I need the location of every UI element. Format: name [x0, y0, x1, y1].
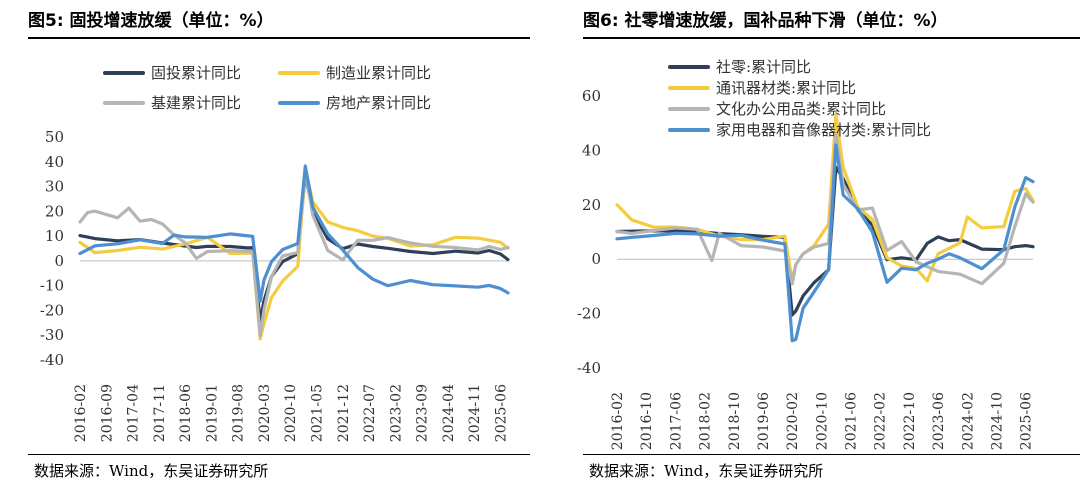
x-tick-label: 2016-09 [99, 384, 115, 442]
legend-label: 家用电器和音像器材类:累计同比 [716, 121, 931, 139]
x-tick-label: 2021-12 [336, 384, 352, 442]
y-tick-label: -30 [40, 326, 64, 344]
footer-divider [583, 454, 1080, 455]
y-tick-label: -40 [577, 359, 601, 377]
x-tick-label: 2024-04 [441, 384, 457, 442]
y-tick-label: -20 [40, 301, 64, 319]
legend-label: 房地产累计同比 [326, 94, 431, 112]
y-tick-label: 60 [582, 87, 601, 105]
x-tick-label: 2018-06 [178, 384, 194, 442]
figure-6-chart: -40 -20 0 20 40 60 2016-02 2016-10 2017-06 2018-0… [577, 58, 1035, 450]
x-tick-label: 2024-11 [467, 384, 483, 442]
y-tick-label: -10 [40, 277, 64, 295]
series-3-line [78, 168, 510, 338]
y-tick-label: 20 [45, 202, 64, 220]
legend-label: 制造业累计同比 [326, 64, 431, 82]
y-tick-label: -40 [40, 351, 64, 369]
legend-label: 社零:累计同比 [716, 58, 811, 76]
title-divider [28, 37, 530, 39]
footer-divider [28, 454, 530, 455]
x-tick-label: 2016-02 [610, 392, 626, 450]
series-1-line [615, 165, 1035, 317]
y-tick-label: 50 [45, 128, 64, 146]
x-tick-label: 2019-01 [204, 384, 220, 442]
x-tick-label: 2019-06 [756, 392, 772, 450]
x-tick-label: 2025-06 [1019, 392, 1035, 450]
x-tick-label: 2017-06 [668, 392, 684, 450]
figure-5-title: 图5: 固投增速放缓（单位：%） [28, 11, 274, 31]
x-tick-label: 2020-03 [257, 384, 273, 442]
figure-6-panel: 图6: 社零增速放缓，国补品种下滑（单位：%） -40 -20 0 20 40 60 201… [555, 0, 1080, 491]
figure-6-title: 图6: 社零增速放缓，国补品种下滑（单位：%） [583, 11, 948, 31]
x-tick-label: 2021-06 [844, 392, 860, 450]
source-note: 数据来源：Wind，东吴证券研究所 [34, 462, 269, 480]
y-tick-label: -20 [577, 305, 601, 323]
x-tick-label: 2018-10 [727, 392, 743, 450]
y-tick-label: 40 [45, 153, 64, 171]
x-tick-label: 2017-11 [152, 384, 168, 442]
x-tick-label: 2024-10 [990, 392, 1006, 450]
y-tick-label: 0 [591, 250, 601, 268]
legend-label: 文化办公用品类:累计同比 [716, 100, 886, 118]
x-tick-label: 2018-02 [698, 392, 714, 450]
x-tick-label: 2023-09 [415, 384, 431, 442]
x-tick-label: 2022-02 [873, 392, 889, 450]
x-tick-label: 2020-10 [283, 384, 299, 442]
title-divider [583, 37, 1080, 39]
x-tick-label: 2021-05 [310, 384, 326, 442]
y-tick-label: 40 [582, 141, 601, 159]
y-tick-label: 10 [45, 227, 64, 245]
y-tick-label: 30 [45, 178, 64, 196]
x-tick-label: 2023-06 [931, 392, 947, 450]
figure-5-chart: -40 -30 -20 -10 0 10 20 30 40 50 2016-02 2016-09 201… [40, 64, 510, 442]
x-tick-label: 2022-07 [362, 384, 378, 442]
legend-label: 基建累计同比 [151, 94, 241, 112]
x-tick-label: 2019-08 [231, 384, 247, 442]
series-4-line [78, 164, 510, 303]
figure-5-panel: 图5: 固投增速放缓（单位：%） -40 -30 -20 -10 0 10 20 30 40 50… [0, 0, 530, 491]
legend-label: 通讯器材类:累计同比 [716, 79, 856, 97]
source-note: 数据来源：Wind，东吴证券研究所 [589, 462, 824, 480]
x-tick-label: 2016-10 [639, 392, 655, 450]
x-tick-label: 2022-10 [902, 392, 918, 450]
x-tick-label: 2020-10 [814, 392, 830, 450]
x-tick-label: 2024-02 [960, 392, 976, 450]
y-tick-label: 0 [54, 252, 64, 270]
y-tick-label: 20 [582, 196, 601, 214]
legend-label: 固投累计同比 [151, 64, 241, 82]
x-tick-label: 2016-02 [73, 384, 89, 442]
x-tick-label: 2020-02 [785, 392, 801, 450]
series-2-line [615, 113, 1035, 283]
x-tick-label: 2025-06 [493, 384, 509, 442]
x-tick-label: 2023-02 [388, 384, 404, 442]
x-tick-label: 2017-04 [126, 384, 142, 442]
series-4-line [615, 143, 1035, 343]
